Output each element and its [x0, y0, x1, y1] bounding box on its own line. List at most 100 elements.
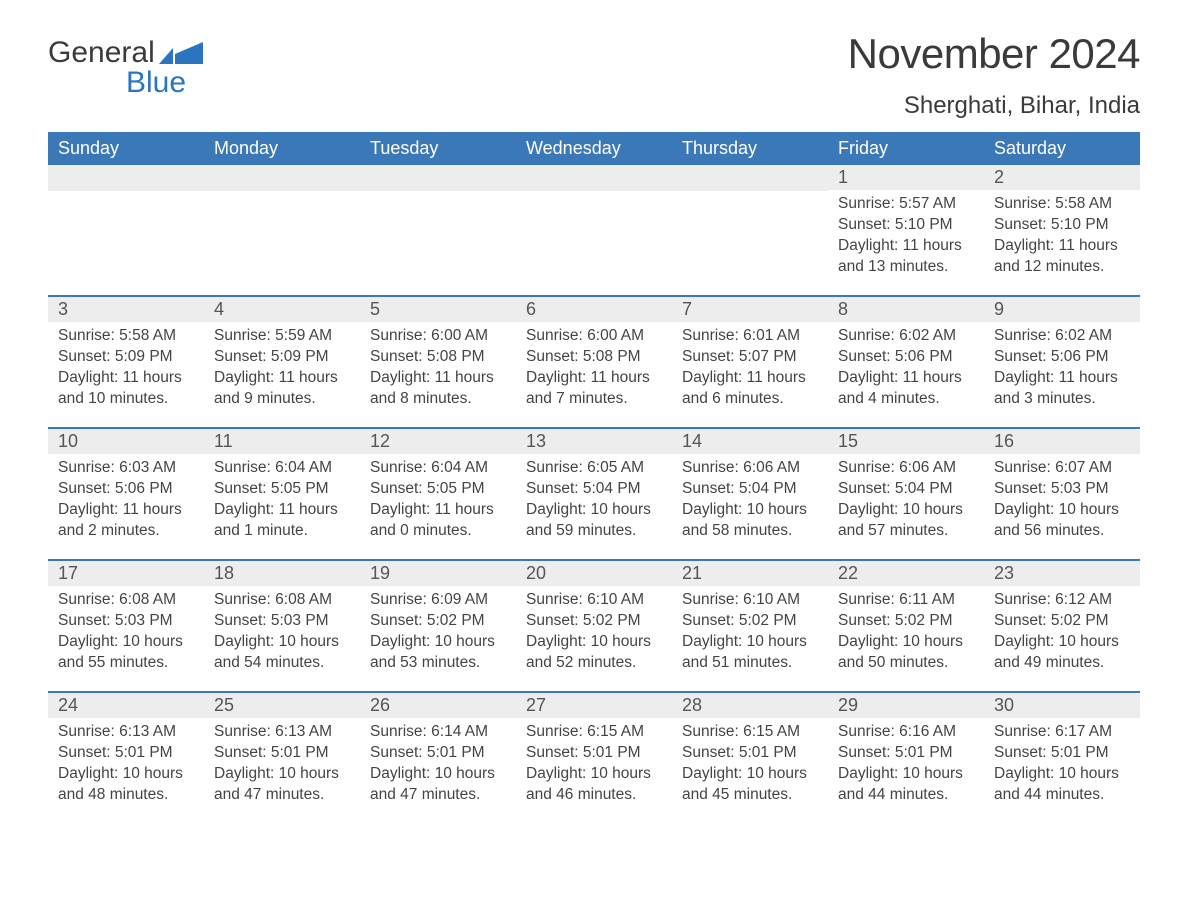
- day-number: 18: [204, 561, 360, 586]
- day-cell: 6Sunrise: 6:00 AMSunset: 5:08 PMDaylight…: [516, 297, 672, 427]
- daylight-line: Daylight: 10 hours and 45 minutes.: [682, 764, 818, 806]
- day-cell: 9Sunrise: 6:02 AMSunset: 5:06 PMDaylight…: [984, 297, 1140, 427]
- daylight-line: Daylight: 11 hours and 0 minutes.: [370, 500, 506, 542]
- weekday-thursday: Thursday: [672, 132, 828, 165]
- day-cell: 18Sunrise: 6:08 AMSunset: 5:03 PMDayligh…: [204, 561, 360, 691]
- day-body: Sunrise: 6:04 AMSunset: 5:05 PMDaylight:…: [360, 454, 516, 550]
- sunrise-line: Sunrise: 6:11 AM: [838, 590, 974, 611]
- empty-day-header: [204, 165, 360, 191]
- daylight-line: Daylight: 10 hours and 47 minutes.: [370, 764, 506, 806]
- sunrise-line: Sunrise: 6:10 AM: [526, 590, 662, 611]
- week-row: 10Sunrise: 6:03 AMSunset: 5:06 PMDayligh…: [48, 427, 1140, 559]
- weekday-tuesday: Tuesday: [360, 132, 516, 165]
- sunset-line: Sunset: 5:01 PM: [838, 743, 974, 764]
- day-cell: 20Sunrise: 6:10 AMSunset: 5:02 PMDayligh…: [516, 561, 672, 691]
- empty-day-header: [672, 165, 828, 191]
- flag-icon: [159, 42, 203, 64]
- day-cell: 22Sunrise: 6:11 AMSunset: 5:02 PMDayligh…: [828, 561, 984, 691]
- sunrise-line: Sunrise: 6:05 AM: [526, 458, 662, 479]
- week-row: 17Sunrise: 6:08 AMSunset: 5:03 PMDayligh…: [48, 559, 1140, 691]
- sunrise-line: Sunrise: 6:06 AM: [682, 458, 818, 479]
- sunset-line: Sunset: 5:06 PM: [994, 347, 1130, 368]
- day-cell: 12Sunrise: 6:04 AMSunset: 5:05 PMDayligh…: [360, 429, 516, 559]
- sunrise-line: Sunrise: 5:58 AM: [994, 194, 1130, 215]
- location: Sherghati, Bihar, India: [848, 92, 1140, 120]
- day-body: Sunrise: 6:05 AMSunset: 5:04 PMDaylight:…: [516, 454, 672, 550]
- sunset-line: Sunset: 5:09 PM: [58, 347, 194, 368]
- daylight-line: Daylight: 10 hours and 57 minutes.: [838, 500, 974, 542]
- sunset-line: Sunset: 5:02 PM: [370, 611, 506, 632]
- day-body: Sunrise: 6:00 AMSunset: 5:08 PMDaylight:…: [360, 322, 516, 418]
- sunset-line: Sunset: 5:03 PM: [994, 479, 1130, 500]
- daylight-line: Daylight: 10 hours and 54 minutes.: [214, 632, 350, 674]
- day-cell: 11Sunrise: 6:04 AMSunset: 5:05 PMDayligh…: [204, 429, 360, 559]
- day-body: Sunrise: 6:13 AMSunset: 5:01 PMDaylight:…: [204, 718, 360, 814]
- sunset-line: Sunset: 5:06 PM: [58, 479, 194, 500]
- daylight-line: Daylight: 10 hours and 49 minutes.: [994, 632, 1130, 674]
- sunrise-line: Sunrise: 6:16 AM: [838, 722, 974, 743]
- day-cell: 25Sunrise: 6:13 AMSunset: 5:01 PMDayligh…: [204, 693, 360, 823]
- month-title: November 2024: [848, 30, 1140, 78]
- day-number: 23: [984, 561, 1140, 586]
- day-cell: 2Sunrise: 5:58 AMSunset: 5:10 PMDaylight…: [984, 165, 1140, 295]
- day-number: 2: [984, 165, 1140, 190]
- daylight-line: Daylight: 11 hours and 1 minute.: [214, 500, 350, 542]
- day-cell: 29Sunrise: 6:16 AMSunset: 5:01 PMDayligh…: [828, 693, 984, 823]
- day-number: 5: [360, 297, 516, 322]
- top-bar: General Blue November 2024 Sherghati, Bi…: [48, 30, 1140, 120]
- sunset-line: Sunset: 5:01 PM: [994, 743, 1130, 764]
- daylight-line: Daylight: 10 hours and 51 minutes.: [682, 632, 818, 674]
- day-number: 14: [672, 429, 828, 454]
- weekday-header: Sunday Monday Tuesday Wednesday Thursday…: [48, 132, 1140, 165]
- sunset-line: Sunset: 5:01 PM: [214, 743, 350, 764]
- weekday-sunday: Sunday: [48, 132, 204, 165]
- day-cell: 26Sunrise: 6:14 AMSunset: 5:01 PMDayligh…: [360, 693, 516, 823]
- weekday-saturday: Saturday: [984, 132, 1140, 165]
- daylight-line: Daylight: 11 hours and 9 minutes.: [214, 368, 350, 410]
- sunrise-line: Sunrise: 6:00 AM: [370, 326, 506, 347]
- sunrise-line: Sunrise: 6:06 AM: [838, 458, 974, 479]
- empty-day-header: [360, 165, 516, 191]
- day-number: 30: [984, 693, 1140, 718]
- sunset-line: Sunset: 5:02 PM: [838, 611, 974, 632]
- daylight-line: Daylight: 11 hours and 2 minutes.: [58, 500, 194, 542]
- day-number: 1: [828, 165, 984, 190]
- sunrise-line: Sunrise: 5:58 AM: [58, 326, 194, 347]
- calendar: Sunday Monday Tuesday Wednesday Thursday…: [48, 132, 1140, 823]
- empty-day-header: [516, 165, 672, 191]
- day-cell: 17Sunrise: 6:08 AMSunset: 5:03 PMDayligh…: [48, 561, 204, 691]
- day-number: 9: [984, 297, 1140, 322]
- daylight-line: Daylight: 11 hours and 8 minutes.: [370, 368, 506, 410]
- sunset-line: Sunset: 5:04 PM: [682, 479, 818, 500]
- sunset-line: Sunset: 5:05 PM: [370, 479, 506, 500]
- day-body: Sunrise: 6:06 AMSunset: 5:04 PMDaylight:…: [672, 454, 828, 550]
- day-cell: [48, 165, 204, 295]
- day-number: 13: [516, 429, 672, 454]
- daylight-line: Daylight: 10 hours and 56 minutes.: [994, 500, 1130, 542]
- day-body: Sunrise: 6:02 AMSunset: 5:06 PMDaylight:…: [828, 322, 984, 418]
- day-body: Sunrise: 6:15 AMSunset: 5:01 PMDaylight:…: [672, 718, 828, 814]
- sunset-line: Sunset: 5:06 PM: [838, 347, 974, 368]
- day-body: Sunrise: 6:00 AMSunset: 5:08 PMDaylight:…: [516, 322, 672, 418]
- daylight-line: Daylight: 10 hours and 44 minutes.: [994, 764, 1130, 806]
- sunrise-line: Sunrise: 6:07 AM: [994, 458, 1130, 479]
- day-number: 28: [672, 693, 828, 718]
- day-number: 20: [516, 561, 672, 586]
- sunrise-line: Sunrise: 6:04 AM: [370, 458, 506, 479]
- sunrise-line: Sunrise: 6:12 AM: [994, 590, 1130, 611]
- sunrise-line: Sunrise: 6:04 AM: [214, 458, 350, 479]
- day-number: 16: [984, 429, 1140, 454]
- sunset-line: Sunset: 5:01 PM: [526, 743, 662, 764]
- day-cell: 19Sunrise: 6:09 AMSunset: 5:02 PMDayligh…: [360, 561, 516, 691]
- sunrise-line: Sunrise: 6:03 AM: [58, 458, 194, 479]
- day-number: 24: [48, 693, 204, 718]
- day-cell: [204, 165, 360, 295]
- day-number: 26: [360, 693, 516, 718]
- sunset-line: Sunset: 5:10 PM: [838, 215, 974, 236]
- day-number: 6: [516, 297, 672, 322]
- day-cell: 15Sunrise: 6:06 AMSunset: 5:04 PMDayligh…: [828, 429, 984, 559]
- day-body: Sunrise: 6:12 AMSunset: 5:02 PMDaylight:…: [984, 586, 1140, 682]
- day-body: Sunrise: 5:58 AMSunset: 5:10 PMDaylight:…: [984, 190, 1140, 286]
- daylight-line: Daylight: 11 hours and 10 minutes.: [58, 368, 194, 410]
- day-cell: 8Sunrise: 6:02 AMSunset: 5:06 PMDaylight…: [828, 297, 984, 427]
